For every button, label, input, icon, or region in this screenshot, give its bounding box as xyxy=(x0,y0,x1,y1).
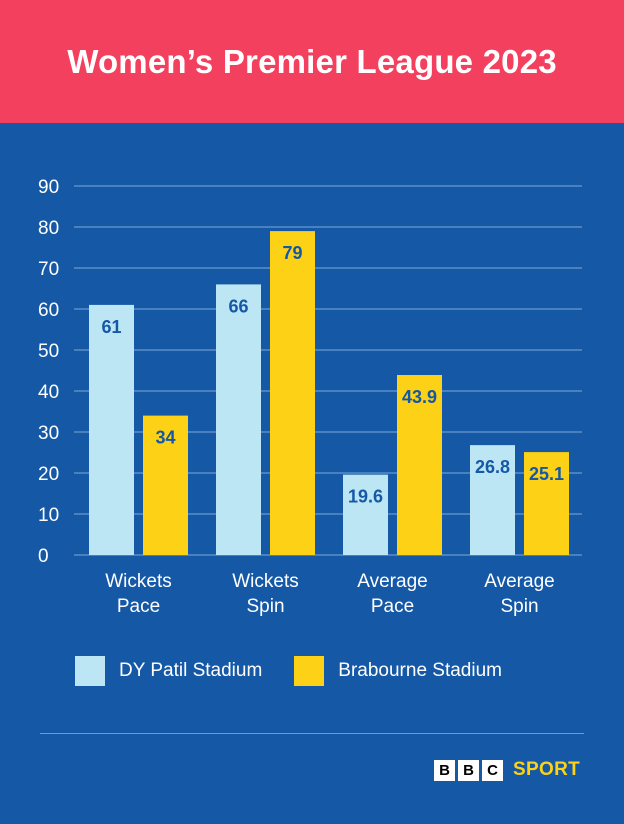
x-tick-label-1-1: Spin xyxy=(246,596,284,617)
legend-swatch-dy-patil xyxy=(75,656,105,686)
bar-chart: 0 10 20 30 40 50 60 70 80 90 61 34 Wickets Pace 66 79 Wi… xyxy=(38,177,582,617)
y-tick-label-0: 0 xyxy=(38,546,49,567)
legend-label-dy-patil: DY Patil Stadium xyxy=(119,660,263,681)
x-tick-label-2-1: Pace xyxy=(371,596,414,617)
bbc-sport-logo: B B C SPORT xyxy=(434,759,580,781)
x-tick-label-3-1: Spin xyxy=(500,596,538,617)
chart-title: Women’s Premier League 2023 xyxy=(67,42,557,80)
y-tick-label-20: 20 xyxy=(38,464,59,485)
y-tick-label-10: 10 xyxy=(38,505,59,526)
legend-swatch-brabourne xyxy=(294,656,325,686)
y-tick-label-40: 40 xyxy=(38,382,59,403)
legend-label-brabourne: Brabourne Stadium xyxy=(338,660,502,681)
x-tick-label-0-0: Wickets xyxy=(105,571,172,592)
y-tick-label-70: 70 xyxy=(38,259,59,280)
logo-sport-text: SPORT xyxy=(513,759,580,780)
data-label-brabourne-1: 79 xyxy=(282,243,302,263)
bar-dy-patil-2 xyxy=(343,474,388,555)
data-label-dy-patil-2: 19.6 xyxy=(348,487,383,507)
x-tick-label-0-1: Pace xyxy=(117,596,160,617)
logo-letter-c: C xyxy=(482,759,504,781)
bar-brabourne-2 xyxy=(397,375,442,555)
y-tick-label-30: 30 xyxy=(38,423,59,444)
bar-dy-patil-1 xyxy=(216,284,261,555)
data-label-dy-patil-3: 26.8 xyxy=(475,457,510,477)
data-label-dy-patil-0: 61 xyxy=(101,317,121,337)
bar-brabourne-1 xyxy=(270,231,315,555)
divider xyxy=(40,733,584,734)
x-tick-label-3-0: Average xyxy=(484,571,554,592)
legend-item-dy-patil: DY Patil Stadium xyxy=(75,656,262,686)
y-tick-label-90: 90 xyxy=(38,177,59,198)
y-tick-label-80: 80 xyxy=(38,218,59,239)
legend-item-brabourne: Brabourne Stadium xyxy=(294,656,502,686)
y-tick-label-60: 60 xyxy=(38,300,59,321)
data-label-dy-patil-1: 66 xyxy=(228,296,248,316)
legend: DY Patil Stadium Brabourne Stadium xyxy=(75,656,534,686)
data-label-brabourne-3: 25.1 xyxy=(529,464,564,484)
bar-brabourne-3 xyxy=(524,452,569,555)
y-tick-label-50: 50 xyxy=(38,341,59,362)
data-label-brabourne-2: 43.9 xyxy=(402,387,437,407)
x-tick-label-1-0: Wickets xyxy=(232,571,299,592)
logo-letter-b2: B xyxy=(458,759,480,781)
header-banner: Women’s Premier League 2023 xyxy=(0,0,624,123)
x-tick-label-2-0: Average xyxy=(357,571,427,592)
logo-letter-b1: B xyxy=(434,759,456,781)
bar-brabourne-0 xyxy=(143,415,188,555)
data-label-brabourne-0: 34 xyxy=(155,428,175,448)
bar-dy-patil-0 xyxy=(89,304,134,555)
bar-dy-patil-3 xyxy=(470,445,515,555)
